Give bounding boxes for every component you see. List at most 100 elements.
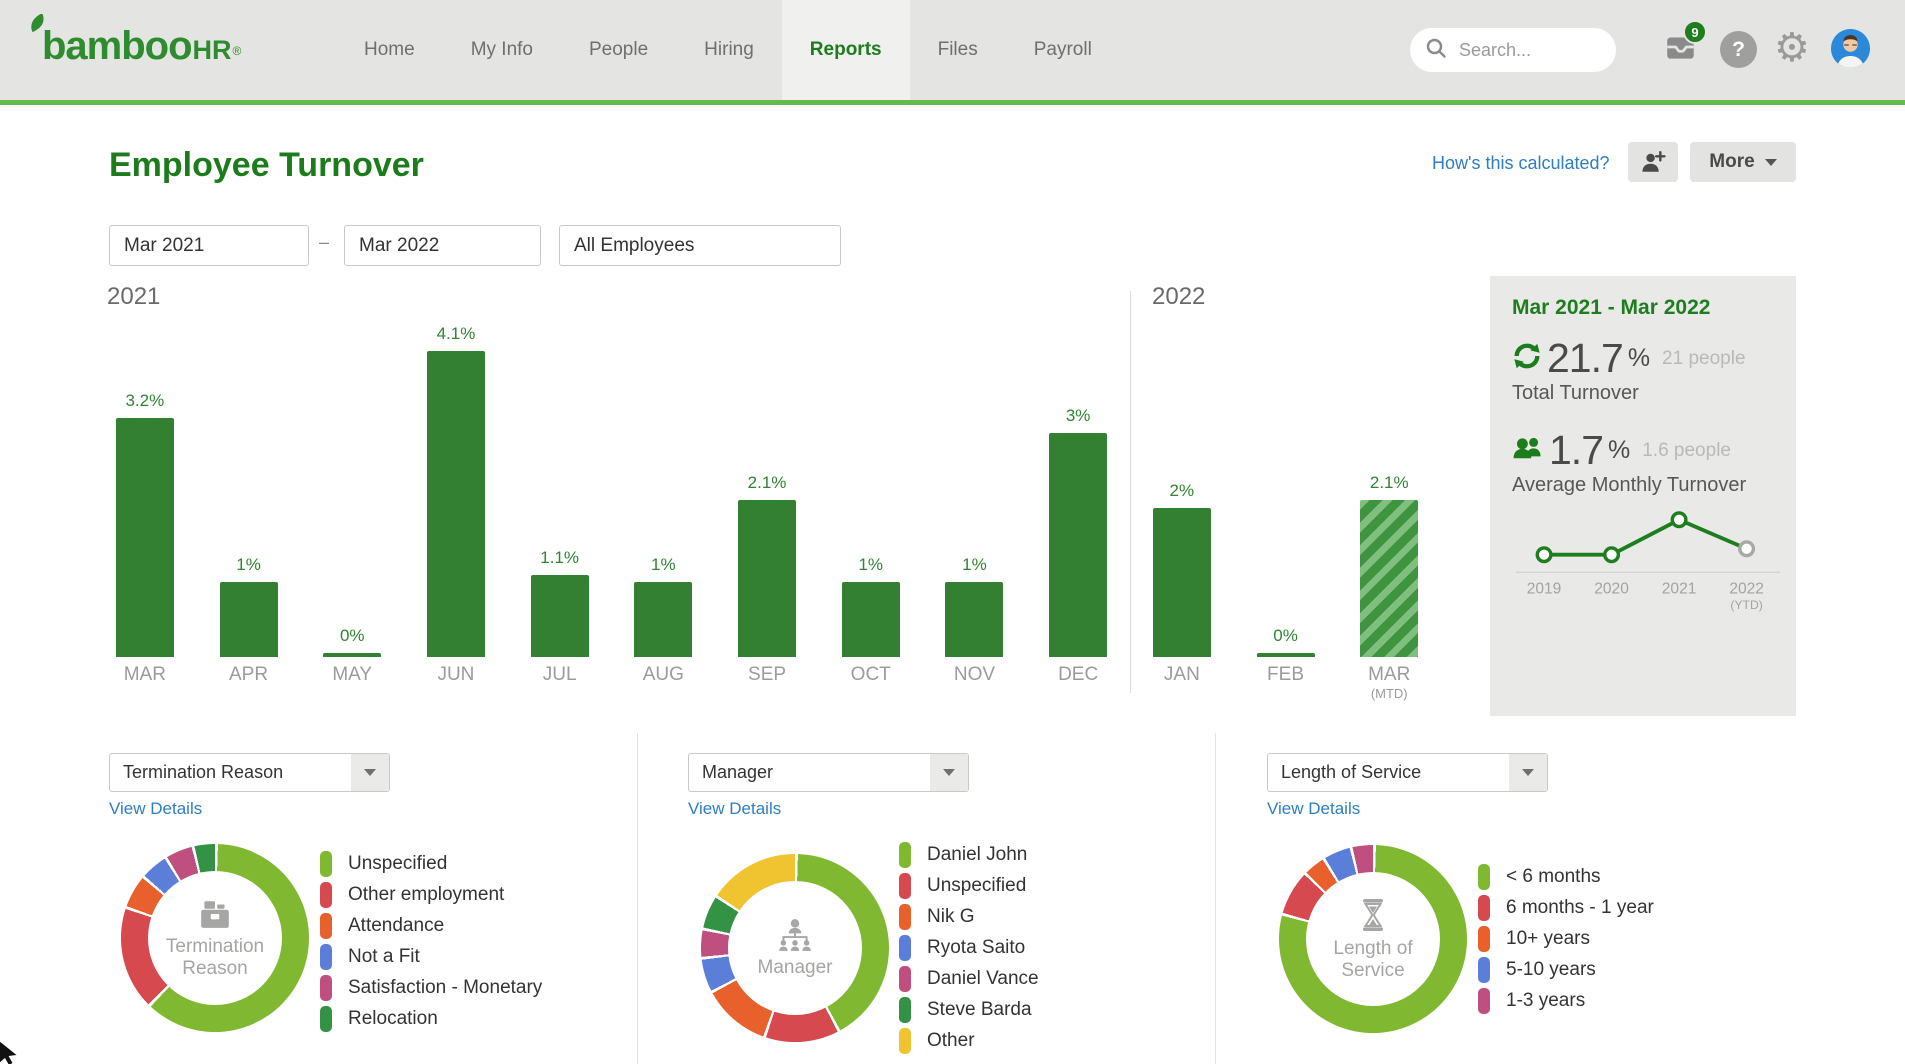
nav-item-my-info[interactable]: My Info [470,39,533,60]
termination-reason-legend: Unspecified Other employment Attendance Not… [320,848,542,1034]
bar-may-2021[interactable]: 0% [300,283,404,657]
legend-color-chip [1478,956,1490,983]
termination-reason-donut-chart[interactable]: Termination Reason [121,844,309,1032]
end-date-value: Mar 2022 [359,234,440,256]
manager-donut-chart[interactable]: Manager [701,854,889,1042]
legend-item[interactable]: Unspecified [899,870,1039,901]
bar-apr-2021[interactable]: 1% [197,283,301,657]
bar-mar-2022[interactable]: 2.1% [1337,283,1441,657]
legend-item[interactable]: Unspecified [320,848,542,879]
legend-item[interactable]: Ryota Saito [899,932,1039,963]
inbox-button[interactable]: 9 [1663,20,1707,69]
manager-selector[interactable]: Manager [688,753,969,792]
legend-item[interactable]: Attendance [320,910,542,941]
legend-item[interactable]: 5-10 years [1478,954,1654,985]
view-details-link[interactable]: View Details [1267,799,1361,818]
end-date-input[interactable]: Mar 2022 [344,225,541,266]
month-label: NOV [953,664,996,685]
legend-item[interactable]: Daniel Vance [899,963,1039,994]
month-label: MAY [332,664,373,685]
legend-item[interactable]: Other employment [320,879,542,910]
length-of-service-donut-chart[interactable]: Length of Service [1279,845,1467,1033]
bar-jul-2021[interactable]: 1.1% [508,283,612,657]
bar-dec-2021[interactable]: 3% [1026,283,1130,657]
legend-color-chip [1478,987,1490,1014]
view-details-link[interactable]: View Details [109,799,203,818]
donut-center: Termination Reason [148,871,282,1005]
svg-text:2021: 2021 [1662,581,1697,598]
legend-item[interactable]: Relocation [320,1003,542,1034]
turnover-cycle-icon [1512,341,1542,376]
nav-item-payroll[interactable]: Payroll [1033,39,1092,60]
bar-jan-2022[interactable]: 2% [1130,283,1234,657]
user-avatar[interactable] [1831,29,1870,68]
bar-rect [945,582,1004,657]
bar-nov-2021[interactable]: 1% [923,283,1027,657]
search-input[interactable] [1457,38,1601,62]
bar-mar-2021[interactable]: 3.2% [93,283,197,657]
bar-rect [530,574,589,657]
start-date-input[interactable]: Mar 2021 [109,225,309,266]
gear-icon: ⚙ [1774,25,1810,71]
bar-jun-2021[interactable]: 4.1% [404,283,508,657]
legend-item[interactable]: Nik G [899,901,1039,932]
total-turnover-value: 21.7 [1547,335,1624,381]
settings-gear-button[interactable]: ⚙ [1774,24,1810,72]
bar-value-label: 1% [236,555,261,575]
hows-this-calculated-link[interactable]: How's this calculated? [1432,153,1610,173]
legend-item[interactable]: 10+ years [1478,923,1654,954]
avg-monthly-turnover-unit: % [1608,436,1631,464]
bar-aug-2021[interactable]: 1% [612,283,716,657]
length-of-service-selector[interactable]: Length of Service [1267,753,1548,792]
bar-feb-2022[interactable]: 0% [1234,283,1338,657]
legend-item[interactable]: < 6 months [1478,861,1654,892]
avg-monthly-turnover-value: 1.7 [1549,427,1604,473]
legend-item[interactable]: Daniel John [899,839,1039,870]
month-label: FEB [1267,664,1304,685]
month-sub-label: (MTD) [1370,685,1408,701]
nav-item-home[interactable]: Home [364,39,415,60]
help-button[interactable]: ? [1720,31,1757,68]
nav-item-people[interactable]: People [589,39,649,60]
bar-rect [738,500,797,657]
view-details-link[interactable]: View Details [688,799,782,818]
legend-label: Ryota Saito [927,936,1026,958]
legend-label: 5-10 years [1506,958,1596,980]
donut-center: Length of Service [1306,872,1440,1006]
bar-sep-2021[interactable]: 2.1% [715,283,819,657]
svg-text:2019: 2019 [1527,581,1562,598]
legend-color-chip [899,996,911,1023]
legend-label: 10+ years [1506,927,1590,949]
legend-item[interactable]: 1-3 years [1478,985,1654,1016]
legend-item[interactable]: Steve Barda [899,994,1039,1025]
legend-color-chip [1478,894,1490,921]
legend-label: Unspecified [927,874,1027,896]
termination-reason-selector[interactable]: Termination Reason [109,753,390,792]
employee-filter-input[interactable]: All Employees [559,225,841,266]
legend-item[interactable]: 6 months - 1 year [1478,892,1654,923]
bar-oct-2021[interactable]: 1% [819,283,923,657]
top-nav: bamboo HR ® Home My Info People Hiring Repor… [0,0,1905,105]
nav-item-files[interactable]: Files [937,39,978,60]
more-button[interactable]: More [1690,142,1796,182]
bar-value-label: 0% [1273,626,1298,645]
legend-item[interactable]: Not a Fit [320,941,542,972]
search-box[interactable] [1410,28,1616,72]
bar-rect [1360,500,1419,657]
bar-rect [323,653,382,657]
legend-color-chip [1478,863,1490,890]
nav-item-hiring[interactable]: Hiring [704,39,754,60]
legend-color-chip [320,974,332,1001]
bar-value-label: 3.2% [125,391,165,411]
legend-item[interactable]: Satisfaction - Monetary [320,972,542,1003]
nav-item-reports[interactable]: Reports [781,0,910,100]
legend-color-chip [320,850,332,877]
share-report-button[interactable] [1628,142,1678,182]
month-label: SEP [748,664,787,685]
bamboohr-logo[interactable]: bamboo HR ® [31,13,241,66]
legend-label: 6 months - 1 year [1506,896,1654,918]
legend-label: Unspecified [348,852,448,874]
legend-item[interactable]: Other [899,1025,1039,1056]
person-add-icon [1642,151,1666,172]
